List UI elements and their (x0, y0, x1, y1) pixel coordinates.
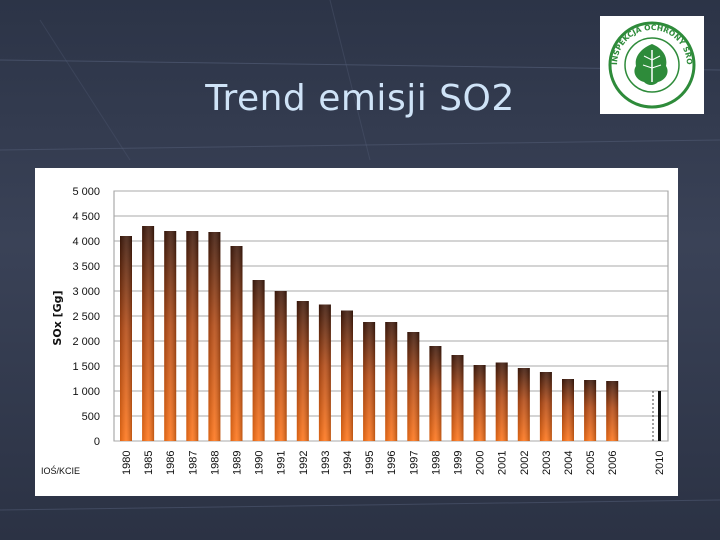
x-tick-label: 2006 (607, 451, 619, 475)
x-tick-label: 2000 (475, 451, 487, 475)
bar-shading (230, 246, 243, 441)
x-tick-label: 1992 (298, 451, 310, 475)
x-tick-label: 1998 (430, 451, 442, 475)
x-tick-label: 1995 (364, 451, 376, 475)
bar-shading (495, 362, 508, 441)
y-tick-label: 2 000 (72, 336, 100, 348)
x-tick-label: 1999 (453, 451, 465, 475)
y-tick-label: 4 500 (72, 211, 100, 223)
x-tick-label: 1987 (187, 451, 199, 475)
x-tick-label: 1991 (276, 451, 288, 475)
bar-shading (539, 372, 552, 441)
bar-shading (473, 365, 486, 441)
y-tick-label: 0 (94, 436, 100, 448)
bar-shading (252, 280, 265, 441)
bar-shading (186, 231, 199, 441)
y-axis-label: SOx [Gg] (51, 290, 64, 345)
bar-shading (274, 291, 287, 441)
x-tick-label: 2005 (585, 451, 597, 475)
y-tick-label: 2 500 (72, 311, 100, 323)
y-tick-label: 1 500 (72, 361, 100, 373)
chart-panel: 0 500 1 000 1 500 2 000 2 500 3 000 3 500 4 000 4… (35, 168, 678, 496)
bar-shading (562, 379, 574, 441)
bar-shading (318, 304, 331, 441)
bar-shading (363, 322, 376, 441)
logo: INSPEKCJA OCHRONY ŚRODOWISKA (596, 9, 704, 114)
x-tick-label: 1980 (121, 451, 133, 475)
x-tick-label: 1994 (342, 451, 354, 475)
bar-shading (341, 310, 353, 441)
bar-shading (517, 368, 530, 441)
x-tick-label: 1993 (320, 451, 332, 475)
x-tick-label: 2004 (563, 451, 575, 475)
source-label: IOŚ/KCIE (41, 465, 80, 476)
y-tick-label: 3 500 (72, 261, 100, 273)
x-tick-label: 1997 (408, 451, 420, 475)
bar-shading (385, 322, 398, 441)
bar-shading (142, 226, 155, 441)
bar-shading (164, 231, 177, 441)
x-tick-label: 2002 (519, 451, 531, 475)
x-tick-label: 1986 (165, 451, 177, 475)
oak-leaf-icon: INSPEKCJA OCHRONY ŚRODOWISKA (596, 9, 696, 109)
slide-title: Trend emisji SO2 (205, 78, 515, 119)
bar-chart: 0 500 1 000 1 500 2 000 2 500 3 000 3 500 4 000 4… (41, 186, 669, 476)
x-tick-label: 2003 (541, 451, 553, 475)
x-tick-label: 1988 (209, 451, 221, 475)
x-tick-label: 1989 (232, 451, 244, 475)
y-tick-label: 3 000 (72, 286, 100, 298)
y-tick-label: 5 000 (72, 186, 100, 198)
x-tick-label: 1990 (254, 451, 266, 475)
bar-shading (296, 301, 309, 441)
bar-shading (208, 232, 221, 441)
bar-shading (407, 332, 420, 441)
bar-shading (120, 236, 132, 441)
y-tick-label: 500 (82, 411, 100, 423)
x-tick-label: 1996 (386, 451, 398, 475)
x-tick-label: 2001 (497, 451, 509, 475)
bar-shading (429, 346, 442, 441)
x-tick-label: 2010 (654, 451, 666, 475)
bar-shading (584, 380, 597, 441)
bar-2010 (658, 391, 661, 441)
bar-shading (451, 355, 464, 441)
bar-shading (606, 381, 619, 441)
y-tick-label: 1 000 (72, 386, 100, 398)
x-tick-label: 1985 (143, 451, 155, 475)
y-tick-label: 4 000 (72, 236, 100, 248)
